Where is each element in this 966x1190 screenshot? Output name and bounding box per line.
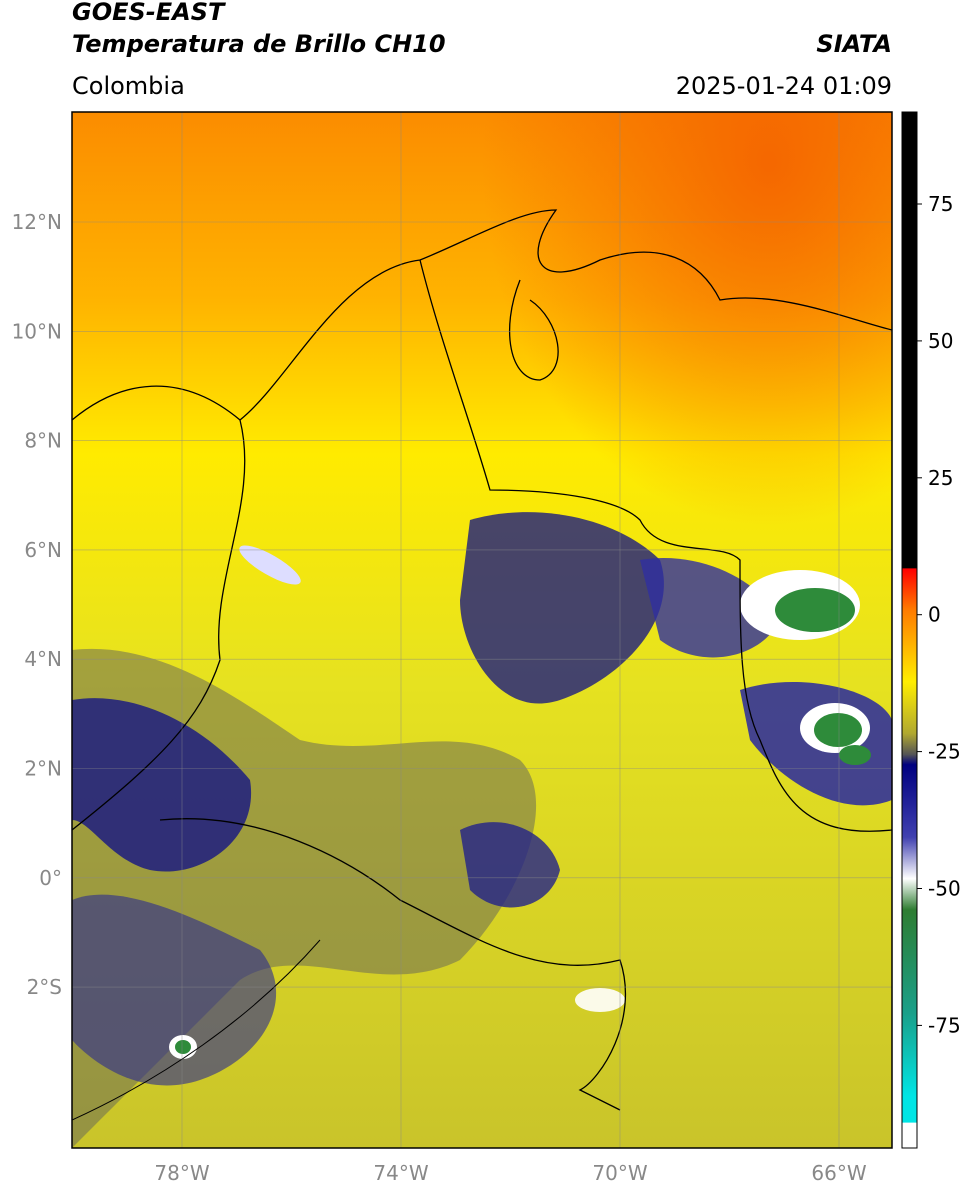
colorbar-tick-label: 0 [928,603,941,627]
lat-tick-label: 8°N [24,429,62,453]
satellite-image [72,112,892,1148]
colorbar-tick-label: -25 [928,740,961,764]
colorbar-tick-label: 50 [928,329,953,353]
lon-tick-label: 70°W [592,1161,647,1185]
lat-tick-label: 4°N [24,647,62,671]
source: SIATA [816,30,892,58]
lat-tick-label: 2°N [24,757,62,781]
lat-tick-label: 10°N [12,319,62,343]
colorbar-tick-label: 75 [928,192,953,216]
lat-tick-label: 0° [39,866,62,890]
region: Colombia [72,72,185,100]
title: GOES-EAST [72,0,225,26]
map-frame [71,111,893,1149]
subtitle: Temperatura de Brillo CH10 [72,30,446,58]
datetime: 2025-01-24 01:09 [675,72,892,100]
colorbar-tick-label: -50 [928,877,961,901]
lon-tick-label: 78°W [154,1161,209,1185]
lon-tick-label: 66°W [811,1161,866,1185]
graticule [72,112,892,1148]
colorbar [901,111,918,1149]
lat-tick-label: 2°S [27,975,62,999]
lat-tick-label: 12°N [12,210,62,234]
colorbar-tick-label: 25 [928,466,953,490]
colorbar-tick-label: -75 [928,1013,961,1037]
lon-tick-label: 74°W [373,1161,428,1185]
lat-tick-label: 6°N [24,538,62,562]
